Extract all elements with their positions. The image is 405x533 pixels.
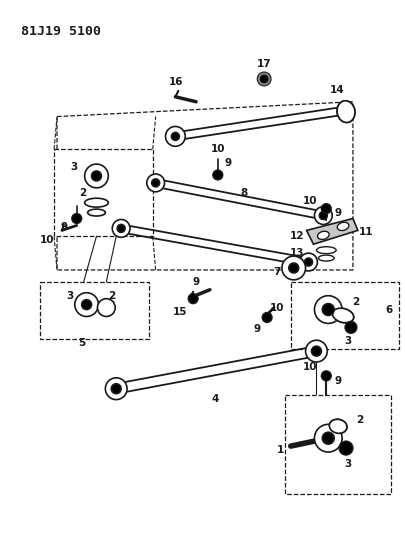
Circle shape (81, 300, 91, 310)
Text: 10: 10 (303, 362, 317, 372)
Text: 9: 9 (192, 277, 199, 287)
Text: 8: 8 (240, 188, 247, 198)
Circle shape (171, 132, 179, 140)
Ellipse shape (337, 222, 348, 231)
Circle shape (322, 432, 333, 444)
Ellipse shape (328, 419, 346, 433)
Circle shape (75, 293, 98, 317)
Circle shape (260, 75, 267, 83)
Text: 10: 10 (269, 303, 284, 312)
Bar (40, 282, 148, 339)
Text: 16: 16 (169, 77, 183, 87)
Polygon shape (306, 219, 357, 244)
Text: 9: 9 (60, 222, 67, 232)
Circle shape (212, 170, 222, 180)
Text: 7: 7 (273, 267, 280, 277)
Circle shape (304, 258, 312, 266)
Circle shape (151, 179, 159, 187)
Text: 12: 12 (289, 231, 303, 241)
Ellipse shape (336, 101, 354, 123)
Text: 3: 3 (343, 459, 351, 469)
Circle shape (314, 296, 341, 324)
Text: 2: 2 (355, 415, 362, 425)
Text: 14: 14 (329, 85, 344, 95)
Circle shape (288, 263, 298, 273)
Circle shape (322, 304, 333, 316)
Text: 1: 1 (277, 445, 284, 455)
Circle shape (344, 321, 356, 333)
Text: 2: 2 (107, 290, 115, 301)
Text: 9: 9 (334, 207, 341, 217)
Bar (284, 394, 390, 494)
Text: 3: 3 (343, 336, 351, 346)
Text: 2: 2 (352, 297, 358, 306)
Circle shape (105, 378, 127, 400)
Circle shape (257, 72, 271, 86)
Ellipse shape (317, 231, 328, 239)
Text: 5: 5 (78, 338, 85, 348)
Circle shape (319, 212, 326, 220)
Ellipse shape (328, 419, 346, 433)
Bar (290, 282, 398, 349)
Circle shape (72, 214, 81, 223)
Text: 9: 9 (334, 376, 341, 386)
Circle shape (165, 126, 185, 146)
Ellipse shape (315, 247, 335, 254)
Circle shape (338, 441, 352, 455)
Text: 17: 17 (256, 59, 271, 69)
Text: 10: 10 (303, 196, 317, 206)
Circle shape (117, 224, 125, 232)
Circle shape (91, 171, 101, 181)
Text: 6: 6 (385, 304, 392, 314)
Circle shape (97, 298, 115, 317)
Text: 10: 10 (210, 144, 224, 154)
Ellipse shape (84, 198, 108, 207)
Circle shape (111, 384, 121, 394)
Ellipse shape (332, 308, 353, 323)
Ellipse shape (87, 209, 105, 216)
Circle shape (281, 256, 305, 280)
Bar (54, 149, 152, 236)
Text: 10: 10 (40, 235, 54, 245)
Circle shape (112, 220, 130, 237)
Circle shape (188, 294, 198, 304)
Ellipse shape (318, 255, 333, 261)
Text: 4: 4 (211, 393, 218, 403)
Circle shape (314, 424, 341, 452)
Circle shape (262, 312, 271, 322)
Circle shape (314, 207, 331, 224)
Circle shape (321, 204, 330, 214)
Circle shape (321, 371, 330, 381)
Ellipse shape (336, 101, 354, 123)
Text: 81J19 5100: 81J19 5100 (21, 25, 100, 37)
Text: 2: 2 (79, 188, 86, 198)
Circle shape (305, 340, 326, 362)
Circle shape (147, 174, 164, 192)
Circle shape (311, 346, 321, 356)
Text: 15: 15 (173, 306, 187, 317)
Text: 13: 13 (289, 248, 303, 258)
Text: 11: 11 (358, 228, 372, 237)
Text: 9: 9 (253, 325, 260, 334)
Text: 3: 3 (70, 162, 77, 172)
Text: 9: 9 (224, 158, 231, 168)
Circle shape (299, 253, 317, 271)
Text: 3: 3 (66, 290, 73, 301)
Circle shape (84, 164, 108, 188)
Ellipse shape (332, 308, 353, 323)
